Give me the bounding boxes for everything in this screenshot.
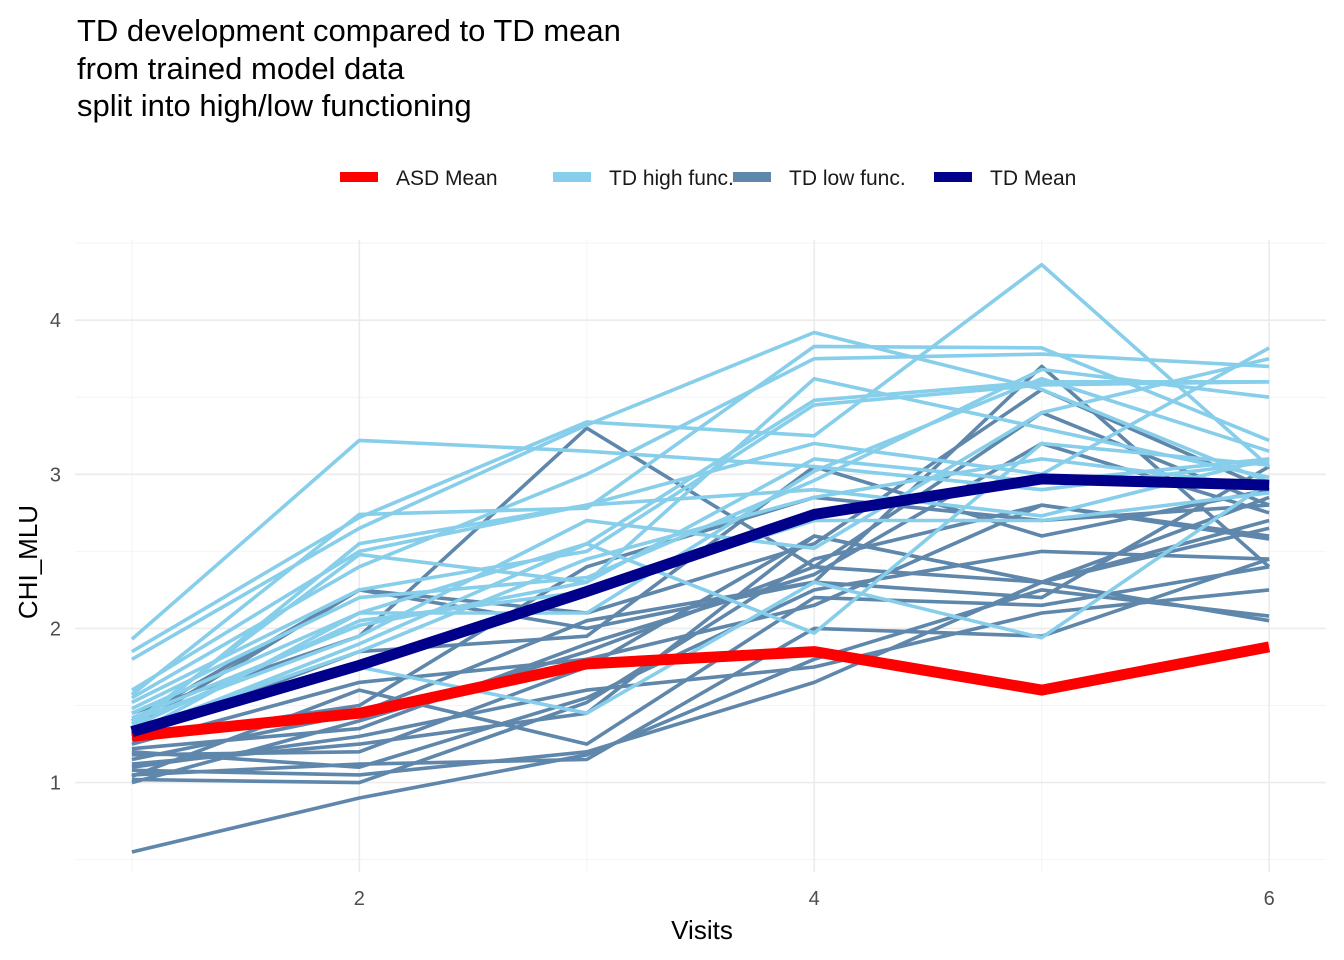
mean-lines [130, 473, 1271, 742]
y-axis-title: CHI_MLU [13, 505, 43, 619]
chart-title-line-3: split into high/low functioning [77, 88, 472, 123]
td-low-func-line-11 [131, 534, 1270, 766]
td-low-func-line-5 [131, 495, 1270, 742]
td-low-func-line-17 [131, 526, 1270, 785]
td-high-func-line-11 [131, 356, 1270, 723]
td-high-func-line-17 [130, 457, 1270, 730]
td-high-func-line-16 [131, 441, 1270, 735]
td-high-func-line-9 [131, 380, 1270, 715]
asd-mean-line [131, 641, 1271, 742]
y-tick-label: 1 [50, 773, 61, 795]
td-low-func-line-16 [131, 503, 1270, 785]
td-high-func-line-6 [131, 352, 1270, 700]
legend-item-td-mean: TD Mean [934, 167, 1076, 190]
x-tick-label: 2 [354, 888, 365, 910]
td-high-func-line-18 [131, 376, 1270, 737]
td-high-func-line-5 [130, 344, 1270, 697]
y-axis-ticks: 1 2 3 4 [50, 310, 61, 794]
td-low-func-line-12 [131, 588, 1270, 769]
td-mean-line [130, 473, 1270, 737]
td-low-func-line-15 [131, 565, 1270, 779]
legend-item-td-low-func: TD low func. [733, 167, 906, 190]
td-high-func-line-10 [131, 376, 1270, 720]
td-high-func-line-14 [131, 457, 1270, 732]
td-low-func-line-14 [131, 557, 1270, 777]
legend-item-asd-mean: ASD Mean [340, 167, 498, 190]
chart-title-line-2: from trained model data [77, 51, 405, 86]
y-tick-label: 2 [50, 618, 61, 640]
x-axis-ticks: 2 4 6 [354, 888, 1275, 910]
legend-label-td-low-func: TD low func. [789, 167, 906, 190]
legend-item-td-high-func: TD high func. [553, 167, 734, 190]
td-low-func-line-18 [131, 588, 1270, 854]
x-tick-label: 4 [809, 888, 820, 910]
chart-title-line-1: TD development compared to TD mean [77, 13, 621, 48]
x-axis-title: Visits [671, 915, 733, 945]
chart-title: TD development compared to TD mean from … [77, 13, 621, 123]
legend-label-td-mean: TD Mean [990, 167, 1076, 190]
legend-label-asd-mean: ASD Mean [396, 167, 498, 190]
legend-label-td-high-func: TD high func. [609, 167, 734, 190]
legend: ASD Mean TD high func. TD low func. TD Mean [340, 167, 1076, 190]
td-high-func-lines [130, 262, 1271, 737]
y-tick-label: 4 [50, 310, 61, 332]
x-tick-label: 6 [1264, 888, 1275, 910]
y-tick-label: 3 [50, 464, 61, 486]
